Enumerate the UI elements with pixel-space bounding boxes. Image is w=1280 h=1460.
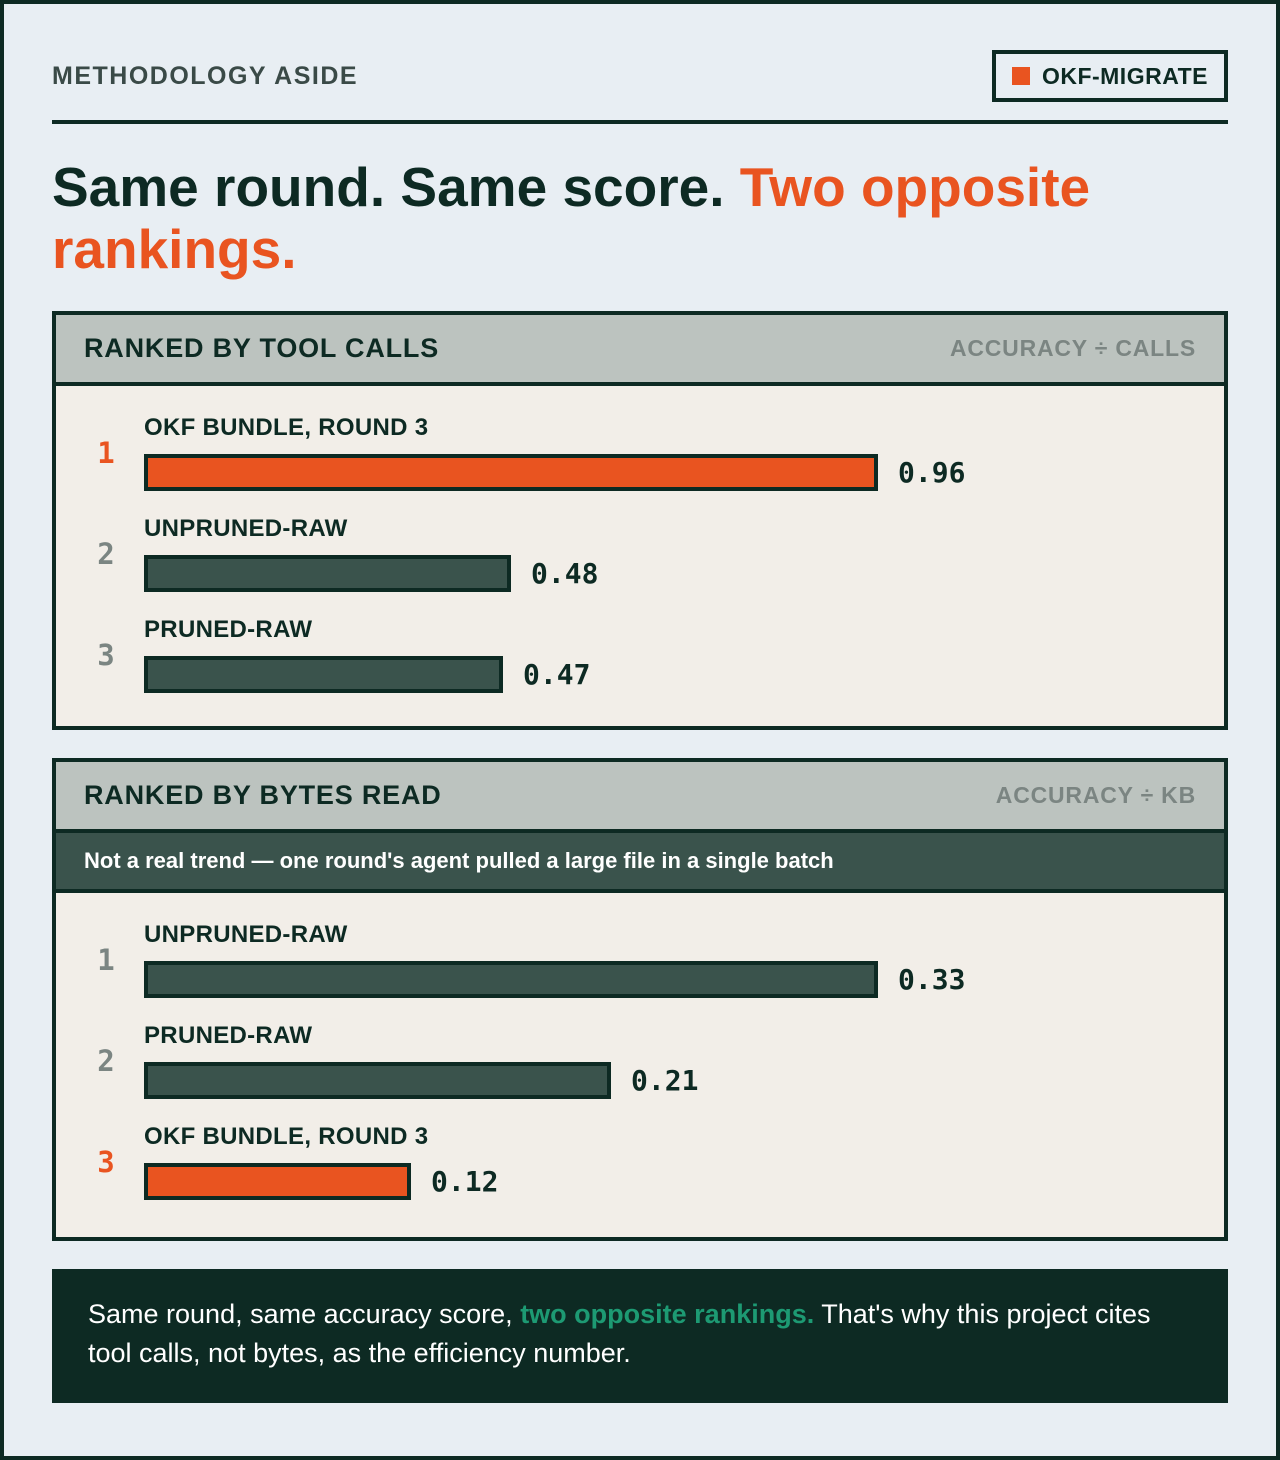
bar-value-label: 0.96 bbox=[898, 456, 966, 489]
project-tag: OKF-MIGRATE bbox=[991, 50, 1228, 102]
chart-metric: ACCURACY ÷ CALLS bbox=[949, 335, 1196, 361]
panel-header: RANKED BY BYTES READ ACCURACY ÷ KB bbox=[56, 762, 1224, 833]
footer-part1: Same round, same accuracy score, bbox=[88, 1299, 521, 1329]
footer-part2: That's why this project cites tool calls… bbox=[88, 1299, 1151, 1368]
bar-row: 3 PRUNED-RAW 0.47 bbox=[56, 616, 1224, 716]
bar-label: PRUNED-RAW bbox=[144, 1022, 313, 1049]
chart-title: RANKED BY BYTES READ bbox=[84, 780, 442, 810]
footer-emphasis: two opposite rankings. bbox=[520, 1299, 815, 1329]
footer-callout: Same round, same accuracy score, two opp… bbox=[52, 1269, 1228, 1403]
bar bbox=[144, 1163, 411, 1200]
bar-row: 1 OKF BUNDLE, ROUND 3 0.96 bbox=[56, 414, 1224, 514]
bar-value-label: 0.47 bbox=[523, 658, 591, 691]
project-tag-label: OKF-MIGRATE bbox=[1041, 62, 1208, 89]
chart-title: RANKED BY TOOL CALLS bbox=[84, 333, 440, 363]
bar-label: OKF BUNDLE, ROUND 3 bbox=[144, 414, 429, 441]
bar bbox=[144, 656, 503, 693]
bar bbox=[144, 555, 511, 592]
bar-label: UNPRUNED-RAW bbox=[144, 921, 348, 948]
headline-accent: Two opposite rankings. bbox=[52, 156, 1091, 280]
eyebrow-label: METHODOLOGY ASIDE bbox=[52, 61, 359, 90]
rank-number: 2 bbox=[97, 1044, 115, 1078]
bar bbox=[144, 1062, 611, 1099]
bar-value-label: 0.21 bbox=[631, 1064, 699, 1097]
bar-value-label: 0.48 bbox=[531, 557, 599, 590]
chart-panel-bytes-read: RANKED BY BYTES READ ACCURACY ÷ KB Not a… bbox=[52, 758, 1228, 1241]
rank-number: 3 bbox=[97, 1145, 115, 1179]
bar-label: UNPRUNED-RAW bbox=[144, 515, 348, 542]
bar-row: 3 OKF BUNDLE, ROUND 3 0.12 bbox=[56, 1123, 1224, 1223]
bar-label: OKF BUNDLE, ROUND 3 bbox=[144, 1123, 429, 1150]
bar bbox=[144, 454, 878, 491]
chart-note: Not a real trend — one round's agent pul… bbox=[56, 833, 1224, 893]
top-bar: METHODOLOGY ASIDE OKF-MIGRATE bbox=[52, 48, 1228, 104]
chart-metric: ACCURACY ÷ KB bbox=[995, 782, 1196, 808]
headline: Same round. Same score. Two opposite ran… bbox=[52, 156, 1228, 280]
panel-header: RANKED BY TOOL CALLS ACCURACY ÷ CALLS bbox=[56, 315, 1224, 386]
rank-number: 1 bbox=[97, 436, 115, 470]
bar-row: 1 UNPRUNED-RAW 0.33 bbox=[56, 921, 1224, 1021]
bar-row: 2 UNPRUNED-RAW 0.48 bbox=[56, 515, 1224, 615]
rank-number: 1 bbox=[97, 943, 115, 977]
bar bbox=[144, 961, 878, 998]
bar-label: PRUNED-RAW bbox=[144, 616, 313, 643]
headline-part1: Same round. Same score. bbox=[52, 156, 740, 218]
chart-panel-tool-calls: RANKED BY TOOL CALLS ACCURACY ÷ CALLS 1 O… bbox=[52, 311, 1228, 730]
tag-swatch-icon bbox=[1011, 67, 1030, 85]
bar-value-label: 0.33 bbox=[898, 963, 966, 996]
rank-number: 2 bbox=[97, 537, 115, 571]
bar-row: 2 PRUNED-RAW 0.21 bbox=[56, 1022, 1224, 1122]
rank-number: 3 bbox=[97, 638, 115, 672]
header-rule bbox=[52, 120, 1228, 124]
bar-value-label: 0.12 bbox=[431, 1165, 499, 1198]
